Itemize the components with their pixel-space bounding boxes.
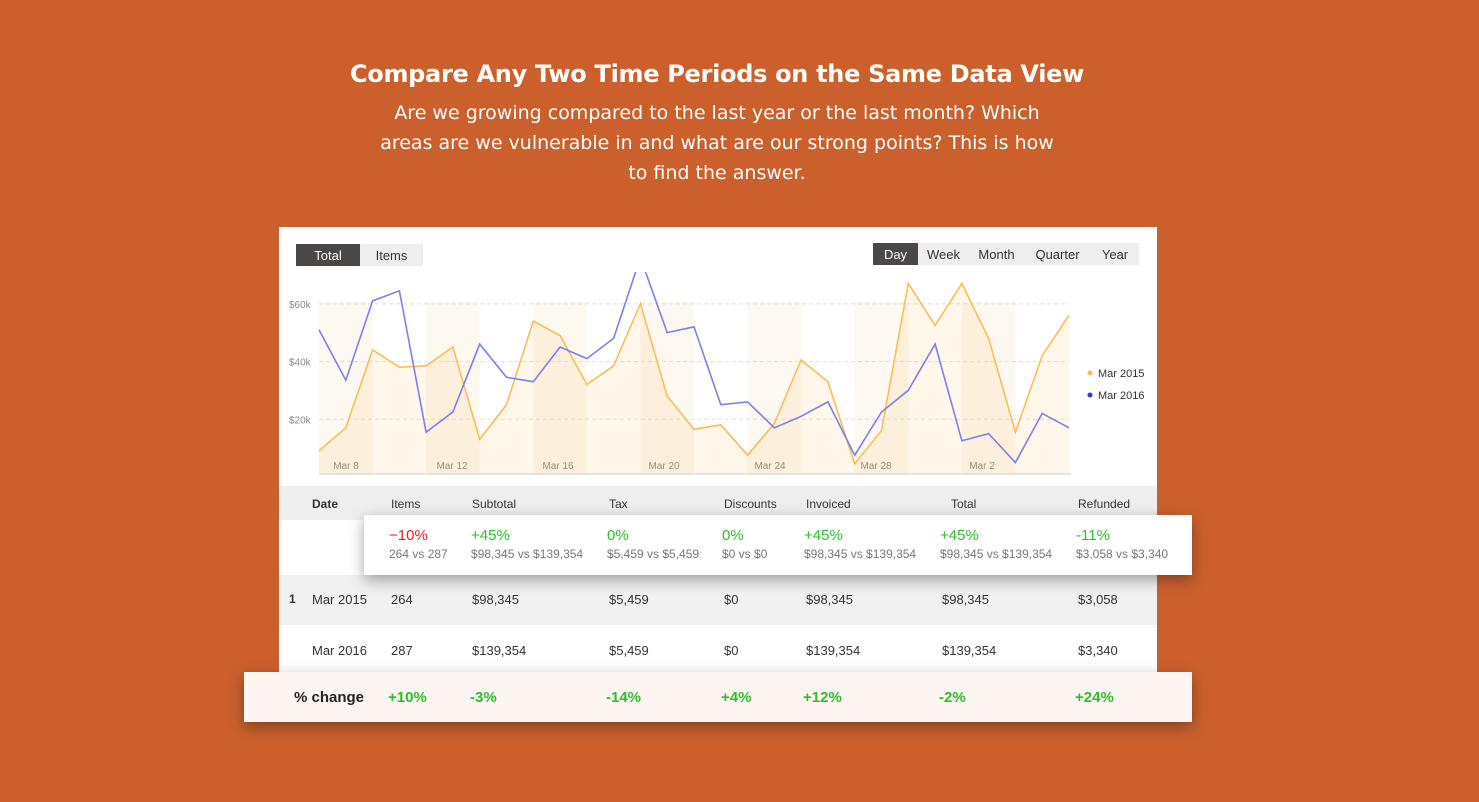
total-vs: $98,345 vs $139,354 — [940, 547, 1053, 561]
items-pct-change: +10% — [388, 689, 427, 706]
subtotal-comparison: +45% $98,345 vs $139,354 — [471, 527, 583, 561]
discounts-pct-change: +4% — [721, 689, 752, 706]
month-tab[interactable]: Month — [969, 243, 1024, 265]
row-tax: $5,459 — [609, 592, 649, 607]
x-tick-label: Mar 12 — [436, 461, 468, 472]
header-date[interactable]: Date — [312, 497, 339, 511]
chart-band — [533, 302, 587, 474]
tax-pct-change: -14% — [606, 689, 642, 706]
row-subtotal: $139,354 — [472, 643, 527, 658]
total-change: +45% — [940, 527, 979, 544]
header-total[interactable]: Total — [951, 497, 977, 511]
tax-vs: $5,459 vs $5,459 — [607, 547, 700, 561]
row-discounts: $0 — [724, 643, 739, 658]
discounts-comparison: 0% $0 vs $0 — [722, 527, 767, 561]
items-comparison: −10% 264 vs 287 — [389, 527, 448, 561]
y-tick-label: $40k — [289, 358, 312, 369]
x-tick-label: Mar 2 — [969, 461, 995, 472]
header-invoiced[interactable]: Invoiced — [806, 497, 851, 511]
x-tick-label: Mar 20 — [648, 461, 680, 472]
row-tax: $5,459 — [609, 643, 649, 658]
page-subtitle: Are we growing compared to the last year… — [380, 102, 1054, 184]
page-title: Compare Any Two Time Periods on the Same… — [349, 60, 1085, 88]
legend-marker — [1087, 370, 1093, 376]
header-subtotal[interactable]: Subtotal — [472, 497, 517, 511]
series-line-mar-2016 — [318, 272, 1070, 464]
header-discounts[interactable]: Discounts — [724, 497, 777, 511]
sales-chart: $20k $40k $60k Mar 8 Mar 12 Mar 16 Mar 20 Mar 2… — [289, 272, 1144, 475]
row-items: 264 — [391, 592, 413, 607]
row-date: Mar 2016 — [312, 643, 367, 658]
row-total: $98,345 — [942, 592, 989, 607]
table-row[interactable]: Mar 2016 287 $139,354 $5,459 $0 $139,354… — [279, 626, 1157, 676]
table-header: Date Items Subtotal Tax Discounts Invoic… — [279, 486, 1157, 520]
refunded-pct-change: +24% — [1075, 689, 1114, 706]
items-vs: 264 vs 287 — [389, 547, 448, 561]
refunded-change: -11% — [1076, 527, 1110, 544]
row-subtotal: $98,345 — [472, 592, 519, 607]
subtotal-pct-change: -3% — [470, 689, 497, 706]
invoiced-change: +45% — [804, 527, 843, 544]
x-tick-label: Mar 24 — [754, 461, 786, 472]
chart-band — [961, 302, 1016, 474]
tax-comparison: 0% $5,459 vs $5,459 — [607, 527, 699, 561]
period-toggle: Day Week Month Quarter Year — [873, 243, 1139, 265]
header-refunded[interactable]: Refunded — [1078, 497, 1131, 511]
legend-marker — [1087, 392, 1093, 398]
quarter-tab[interactable]: Quarter — [1024, 243, 1091, 265]
table-row[interactable]: 1 Mar 2015 264 $98,345 $5,459 $0 $98,345… — [279, 575, 1157, 625]
refunded-vs: $3,058 vs $3,340 — [1076, 547, 1169, 561]
invoiced-vs: $98,345 vs $139,354 — [804, 547, 917, 561]
x-tick-label: Mar 16 — [542, 461, 574, 472]
percent-change-row: % change +10% -3% -14% +4% +12% -2% +24% — [244, 672, 1192, 722]
chart-band — [319, 302, 373, 474]
legend-label: Mar 2015 — [1098, 368, 1144, 380]
row-date: Mar 2015 — [312, 592, 367, 607]
y-tick-label: $60k — [289, 300, 312, 311]
year-tab[interactable]: Year — [1091, 243, 1139, 265]
total-tab[interactable]: Total — [296, 244, 360, 266]
discounts-vs: $0 vs $0 — [722, 547, 768, 561]
x-tick-label: Mar 28 — [860, 461, 892, 472]
row-discounts: $0 — [724, 592, 739, 607]
row-refunded: $3,058 — [1078, 592, 1118, 607]
total-pct-change: -2% — [939, 689, 966, 706]
legend-label: Mar 2016 — [1098, 390, 1144, 402]
comparison-summary: −10% 264 vs 287 +45% $98,345 vs $139,354… — [364, 515, 1192, 575]
day-tab[interactable]: Day — [873, 243, 918, 265]
series-area-mar-2015 — [319, 283, 1069, 474]
header-items[interactable]: Items — [391, 497, 421, 511]
x-tick-label: Mar 8 — [333, 461, 359, 472]
items-change: −10% — [389, 527, 428, 544]
report-card: Total Items Day Week Month Quarter Year … — [279, 227, 1157, 676]
total-comparison: +45% $98,345 vs $139,354 — [940, 527, 1052, 561]
metric-toggle: Total Items — [296, 244, 423, 266]
subtotal-change: +45% — [471, 527, 510, 544]
row-index: 1 — [289, 592, 296, 606]
discounts-change: 0% — [722, 527, 744, 544]
invoiced-comparison: +45% $98,345 vs $139,354 — [804, 527, 916, 561]
row-items: 287 — [391, 643, 413, 658]
items-tab[interactable]: Items — [360, 244, 423, 266]
subtotal-vs: $98,345 vs $139,354 — [471, 547, 584, 561]
week-tab[interactable]: Week — [918, 243, 969, 265]
chart-band — [426, 302, 480, 474]
invoiced-pct-change: +12% — [803, 689, 842, 706]
tax-change: 0% — [607, 527, 629, 544]
row-invoiced: $98,345 — [806, 592, 853, 607]
row-refunded: $3,340 — [1078, 643, 1118, 658]
row-total: $139,354 — [942, 643, 997, 658]
y-tick-label: $20k — [289, 415, 312, 426]
series-line-mar-2015 — [318, 281, 1070, 466]
change-label: % change — [294, 689, 365, 706]
header-tax[interactable]: Tax — [609, 497, 628, 511]
refunded-comparison: -11% $3,058 vs $3,340 — [1076, 527, 1168, 561]
row-invoiced: $139,354 — [806, 643, 861, 658]
